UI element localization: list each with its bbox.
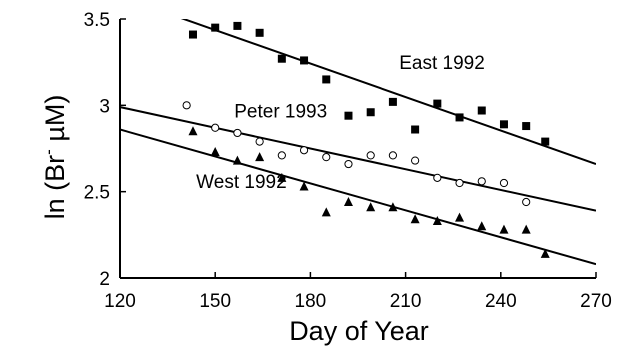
data-point-square — [233, 21, 242, 30]
data-point-circle — [455, 178, 464, 188]
data-point-square — [366, 108, 375, 117]
data-point-triangle — [188, 126, 198, 136]
data-point-square — [541, 137, 550, 146]
data-point-triangle — [321, 207, 331, 217]
data-point-triangle — [255, 152, 265, 162]
x-tick-label: 240 — [485, 291, 517, 312]
data-point-triangle — [521, 224, 531, 234]
data-point-triangle — [540, 248, 550, 258]
x-tick-label: 210 — [390, 291, 422, 312]
data-point-circle — [322, 153, 331, 162]
data-point-triangle — [432, 216, 442, 226]
data-point-square — [344, 111, 353, 120]
data-point-triangle — [388, 202, 398, 212]
data-point-square — [411, 125, 420, 134]
data-point-triangle — [477, 221, 487, 231]
x-tick-label: 180 — [295, 291, 327, 312]
data-point-triangle — [343, 197, 353, 207]
x-tick-label: 120 — [104, 291, 136, 312]
data-point-square — [300, 56, 309, 65]
data-point-triangle — [455, 212, 465, 222]
data-point-triangle — [366, 202, 376, 212]
data-point-square — [277, 54, 286, 63]
y-tick-label: 3 — [99, 96, 110, 117]
data-point-square — [211, 23, 220, 32]
data-point-circle — [344, 159, 353, 169]
series-label: West 1992 — [196, 172, 286, 193]
data-point-circle — [433, 173, 442, 182]
y-axis-title: ln (Br- µM) — [39, 95, 70, 220]
data-point-square — [499, 120, 508, 129]
plot-area: 120 150 180 210 240 270 2 2.5 3 3.5 East 1992 Peter… — [84, 10, 612, 312]
y-tick-label: 2.5 — [84, 183, 110, 204]
data-point-square — [522, 122, 531, 131]
y-tick-label: 3.5 — [84, 10, 110, 31]
data-point-square — [477, 106, 486, 115]
data-point-circle — [477, 177, 486, 186]
data-point-circle — [233, 128, 242, 138]
fit-line — [180, 19, 596, 165]
data-point-circle — [299, 146, 309, 155]
data-point-square — [388, 97, 397, 106]
data-point-square — [455, 113, 464, 122]
y-axis-title-post: µM) — [40, 95, 70, 150]
data-point-square — [322, 75, 331, 84]
data-point-triangle — [210, 146, 220, 156]
data-point-circle — [522, 197, 531, 207]
data-point-triangle — [499, 224, 509, 234]
data-point-circle — [411, 156, 420, 165]
x-axis-title: Day of Year — [289, 316, 429, 346]
x-tick-label: 150 — [199, 291, 231, 312]
data-point-square — [433, 99, 442, 108]
data-point-circle — [255, 137, 264, 146]
data-point-circle — [366, 151, 375, 160]
fit-line — [120, 128, 596, 266]
data-point-circle — [388, 151, 398, 160]
fit-line — [120, 106, 596, 212]
data-point-square — [255, 28, 264, 37]
data-point-triangle — [232, 155, 242, 165]
data-point-triangle — [410, 214, 420, 224]
data-point-circle — [182, 101, 191, 110]
data-point-circle — [499, 178, 509, 188]
x-tick-label: 270 — [580, 291, 612, 312]
y-axis-title-sup: - — [39, 149, 58, 155]
data-point-circle — [277, 151, 286, 160]
data-point-square — [188, 30, 197, 39]
data-point-triangle — [299, 181, 309, 191]
series-label: Peter 1993 — [234, 101, 327, 122]
series-label: East 1992 — [399, 53, 485, 74]
data-point-triangle — [277, 172, 287, 182]
y-axis-title-pre: ln (Br — [40, 155, 70, 220]
y-tick-label: 2 — [99, 269, 110, 290]
data-point-circle — [211, 123, 220, 132]
